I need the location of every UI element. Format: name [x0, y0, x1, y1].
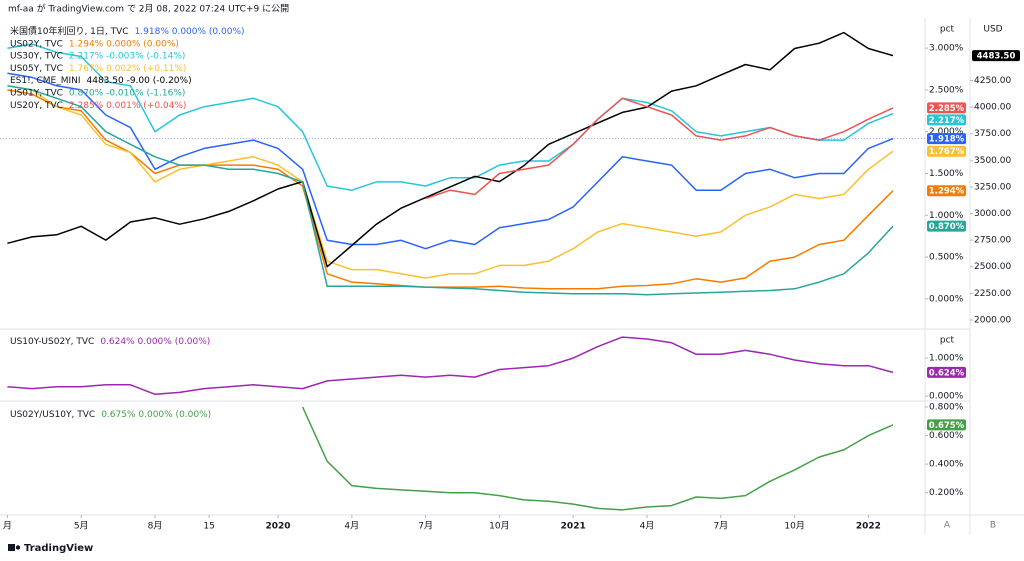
legend-stats: 2.217% -0.003% (-0.14%)	[69, 51, 185, 61]
legend-name: 米国債10年利回り, 1日, TVC	[10, 25, 129, 37]
y2-tick-label: 3500.00	[974, 156, 1011, 166]
y-tick-label: 0.400%	[929, 460, 964, 470]
legend-name: US05Y, TVC	[10, 63, 63, 73]
last-value-label: 4483.50	[977, 52, 1016, 62]
y2-tick-label: 2500.00	[974, 262, 1011, 272]
logo	[8, 544, 21, 551]
last-value-box	[927, 220, 966, 232]
legend-name: US10Y-US02Y, TVC	[10, 337, 94, 347]
x-tick-label: 2021	[561, 522, 586, 532]
axis-unit: pct	[940, 25, 955, 35]
y-tick-label: 0.000%	[929, 392, 964, 402]
y-tick-label: 0.200%	[929, 488, 964, 498]
series-line	[7, 89, 894, 290]
last-value-label: 0.870%	[929, 222, 965, 232]
axis-button[interactable]: A	[944, 521, 951, 531]
axis-button[interactable]: B	[990, 521, 996, 531]
legend-entry: US20Y, TVC 2.285% 0.001% (+0.04%)	[10, 100, 186, 110]
last-value-box	[927, 145, 966, 157]
last-value-label: 0.675%	[929, 421, 965, 431]
y-tick-label: 0.600%	[929, 431, 964, 441]
legend-name: ES1!, CME_MINI	[10, 76, 81, 86]
legend-stats: 0.675% 0.000% (0.00%)	[101, 410, 211, 420]
series-line	[425, 97, 894, 200]
y2-tick-label: 2000.00	[974, 315, 1011, 325]
last-value-label: 0.624%	[929, 368, 965, 378]
x-tick-label: 月	[3, 521, 12, 532]
y2-tick-label: 3750.00	[974, 129, 1011, 139]
legend-stats: 2.285% 0.001% (+0.04%)	[69, 100, 187, 110]
y-tick-label: 1.000%	[929, 354, 964, 364]
legend-entry: US02Y, TVC 1.294% 0.000% (0.00%)	[10, 39, 179, 49]
x-tick-label: 8月	[148, 521, 163, 532]
x-tick-label: 5月	[74, 521, 89, 532]
last-value-label: 2.285%	[929, 104, 965, 114]
last-value-label: 1.918%	[929, 135, 965, 145]
legend-entry: ES1!, CME_MINI 4483.50 -9.00 (-0.20%)	[10, 76, 192, 86]
x-tick-label: 10月	[489, 521, 509, 532]
axis-unit: pct	[940, 336, 955, 346]
series-line	[7, 85, 894, 296]
legend-entry: US05Y, TVC 1.767% 0.002% (+0.11%)	[10, 63, 186, 73]
legend-entry: 米国債10年利回り, 1日, TVC 1.918% 0.000% (0.00%)	[10, 25, 245, 37]
x-tick-label: 2022	[856, 522, 881, 532]
legend-stats: 4483.50 -9.00 (-0.20%)	[87, 76, 192, 86]
legend-entry: US10Y-US02Y, TVC 0.624% 0.000% (0.00%)	[10, 337, 210, 347]
y-tick-label: 2.500%	[929, 85, 964, 95]
last-value-box	[927, 133, 966, 145]
series-line	[7, 85, 894, 279]
x-tick-label: 4月	[640, 521, 655, 532]
y-tick-label: 3.000%	[929, 44, 964, 54]
x-tick-label: 15	[203, 522, 214, 532]
legend-name: US02Y/US10Y, TVC	[10, 410, 95, 420]
x-tick-label: 7月	[713, 521, 728, 532]
legend-entry: US30Y, TVC 2.217% -0.003% (-0.14%)	[10, 51, 185, 61]
last-value-label: 2.217%	[929, 116, 965, 126]
x-tick-label: 4月	[344, 521, 359, 532]
last-value-label: 1.767%	[929, 147, 965, 157]
y-tick-label: 2.000%	[929, 127, 964, 137]
y2-tick-label: 4000.00	[974, 103, 1011, 113]
y2-tick-label: 2750.00	[974, 236, 1011, 246]
legend-name: US20Y, TVC	[10, 100, 63, 110]
last-value-label: 1.294%	[929, 187, 965, 197]
series-line	[7, 72, 894, 250]
last-value-box	[927, 366, 966, 378]
y2-tick-label: 4250.00	[974, 76, 1011, 86]
last-value-box	[927, 419, 966, 431]
legend-stats: 1.294% 0.000% (0.00%)	[69, 39, 179, 49]
x-tick-label: 7月	[418, 521, 433, 532]
legend-stats: 1.918% 0.000% (0.00%)	[135, 27, 245, 37]
header: mf-aa が TradingView.com で 2月 08, 2022 07…	[8, 3, 289, 15]
y-tick-label: 1.000%	[929, 211, 964, 221]
y-tick-label: 0.500%	[929, 253, 964, 263]
legend-name: US01Y, TVC	[10, 88, 63, 98]
last-value-box	[972, 50, 1020, 62]
legend-stats: 0.870% -0.010% (-1.16%)	[69, 88, 185, 98]
y-tick-label: 0.800%	[929, 403, 964, 413]
legend-entry: US02Y/US10Y, TVC 0.675% 0.000% (0.00%)	[10, 410, 211, 420]
x-tick-label: 2020	[265, 522, 290, 532]
last-value-box	[927, 114, 966, 126]
last-value-box	[927, 102, 966, 114]
footer: TradingView	[24, 543, 93, 554]
series-line	[301, 406, 894, 511]
last-value-box	[927, 185, 966, 197]
legend-entry: US01Y, TVC 0.870% -0.010% (-1.16%)	[10, 88, 185, 98]
y2-tick-label: 3000.00	[974, 209, 1011, 219]
axis-unit: USD	[983, 25, 1002, 35]
x-tick-label: 10月	[784, 521, 804, 532]
y2-tick-label: 2250.00	[974, 289, 1011, 299]
legend-name: US30Y, TVC	[10, 51, 63, 61]
legend-stats: 0.624% 0.000% (0.00%)	[100, 337, 210, 347]
series-line	[7, 43, 894, 191]
legend-stats: 1.767% 0.002% (+0.11%)	[69, 63, 187, 73]
series-line	[7, 336, 894, 396]
y-tick-label: 0.000%	[929, 294, 964, 304]
legend-name: US02Y, TVC	[10, 39, 63, 49]
series-line	[7, 31, 894, 268]
y-tick-label: 1.500%	[929, 169, 964, 179]
y2-tick-label: 3250.00	[974, 182, 1011, 192]
